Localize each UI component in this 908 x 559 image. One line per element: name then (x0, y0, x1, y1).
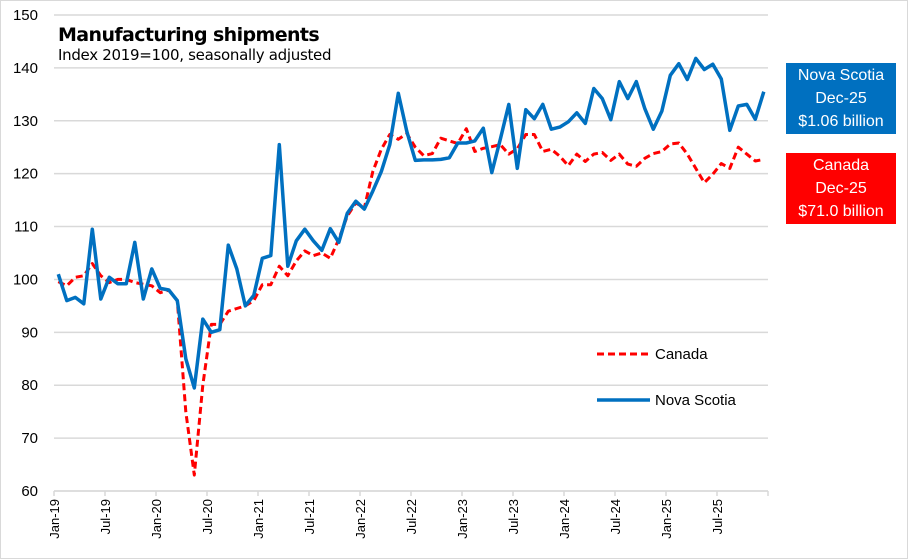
nova-scotia-callout-date: Dec-25 (815, 90, 867, 107)
legend: Canada Nova Scotia (597, 346, 737, 409)
x-tick-label: Jul-19 (98, 499, 113, 534)
y-axis-ticks: 60 70 80 90 100 110 120 130 140 150 (13, 7, 38, 500)
gridlines (54, 14, 768, 492)
series-lines (56, 56, 766, 477)
x-tick-label: Jul-21 (302, 499, 317, 534)
x-tick-label: Jan-19 (47, 499, 62, 539)
y-tick-label: 150 (13, 7, 38, 24)
x-tick-label: Jul-24 (608, 499, 623, 534)
canada-callout-value: $71.0 billion (798, 203, 884, 220)
x-tick-label: Jan-25 (659, 499, 674, 539)
legend-label-nova-scotia: Nova Scotia (655, 392, 737, 409)
x-tick-label: Jul-23 (506, 499, 521, 534)
x-tick-label: Jan-24 (557, 499, 572, 539)
y-tick-label: 110 (14, 219, 38, 236)
nova-scotia-callout-value: $1.06 billion (798, 113, 884, 130)
canada-callout-name: Canada (812, 157, 870, 174)
canada-callout-date: Dec-25 (815, 180, 867, 197)
chart-title: Manufacturing shipments (58, 24, 320, 46)
x-tick-label: Jan-20 (149, 499, 164, 539)
x-tick-label: Jul-22 (404, 499, 419, 534)
x-tick-label: Jul-25 (710, 499, 725, 534)
canada-callout: Canada Dec-25 $71.0 billion (786, 153, 896, 224)
series-line-nova-scotia (56, 56, 766, 390)
y-tick-label: 60 (21, 483, 38, 500)
legend-label-canada: Canada (655, 346, 708, 363)
nova-scotia-callout-name: Nova Scotia (797, 67, 885, 84)
y-tick-label: 90 (21, 324, 38, 341)
x-tick-label: Jul-20 (200, 499, 215, 534)
y-tick-label: 80 (21, 377, 38, 394)
y-tick-label: 140 (13, 60, 38, 77)
y-tick-label: 70 (21, 430, 38, 447)
x-tick-label: Jan-21 (251, 499, 266, 539)
y-tick-label: 130 (13, 113, 38, 130)
y-tick-label: 120 (13, 166, 38, 183)
nova-scotia-callout: Nova Scotia Dec-25 $1.06 billion (786, 63, 896, 134)
x-tick-label: Jan-23 (455, 499, 470, 539)
chart-subtitle: Index 2019=100, seasonally adjusted (58, 46, 332, 64)
y-tick-label: 100 (13, 271, 38, 288)
series-line-canada (57, 127, 765, 477)
x-axis: Jan-19 Jul-19 Jan-20 Jul-20 Jan-21 Jul-21 Jan-… (47, 490, 769, 539)
x-tick-label: Jan-22 (353, 499, 368, 539)
